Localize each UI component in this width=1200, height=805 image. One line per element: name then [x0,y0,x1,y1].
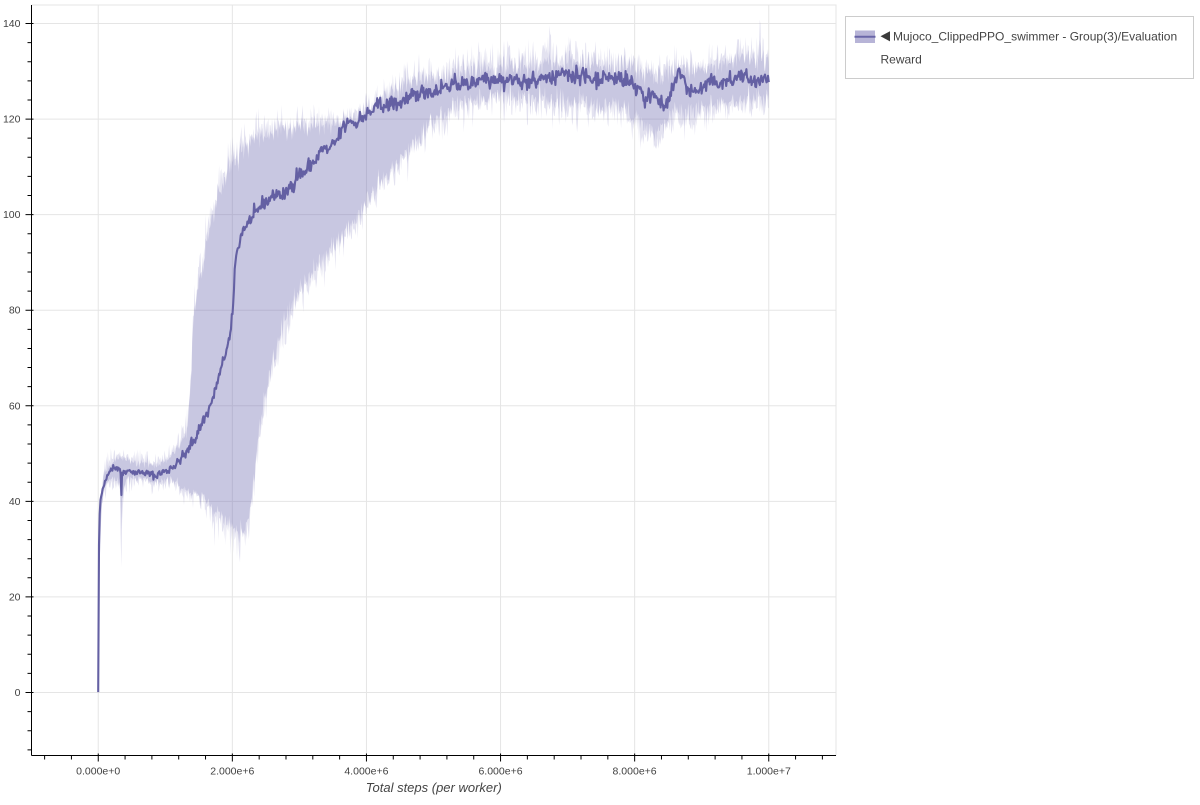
svg-text:Mujoco_ClippedPPO_swimmer - Gr: Mujoco_ClippedPPO_swimmer - Group(3)/Eva… [893,29,1177,43]
svg-text:80: 80 [9,305,21,317]
svg-text:Total steps (per worker): Total steps (per worker) [366,780,502,795]
svg-text:4.000e+6: 4.000e+6 [344,766,388,778]
svg-text:0: 0 [15,687,21,699]
svg-text:8.000e+6: 8.000e+6 [613,766,657,778]
svg-text:Reward: Reward [881,52,922,66]
svg-text:20: 20 [9,591,21,603]
svg-text:40: 40 [9,496,21,508]
svg-text:60: 60 [9,400,21,412]
svg-text:1.000e+7: 1.000e+7 [747,766,791,778]
svg-text:140: 140 [3,18,21,30]
svg-text:0.000e+0: 0.000e+0 [76,766,120,778]
svg-text:6.000e+6: 6.000e+6 [478,766,522,778]
svg-text:2.000e+6: 2.000e+6 [210,766,254,778]
svg-text:100: 100 [3,209,21,221]
svg-text:120: 120 [3,114,21,126]
